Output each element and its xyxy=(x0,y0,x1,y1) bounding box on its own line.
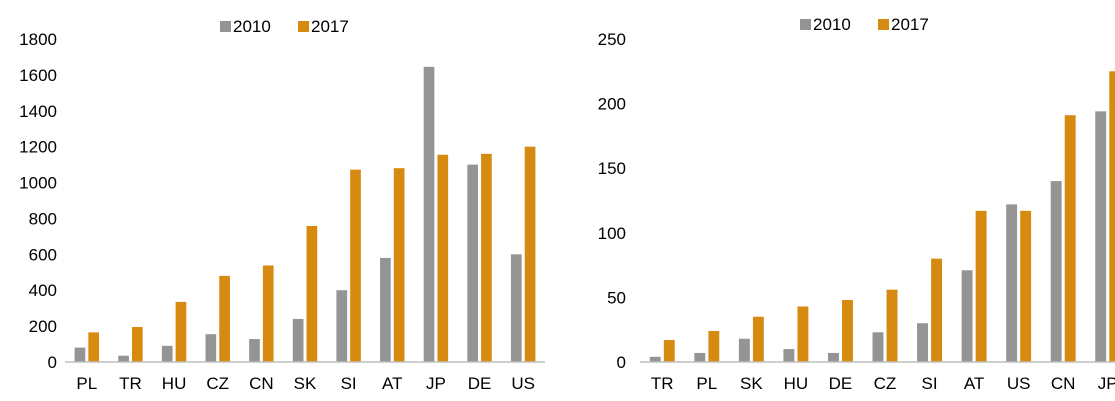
x-tick-label: CZ xyxy=(206,374,229,393)
x-tick-label: TR xyxy=(651,374,674,393)
x-tick-label: JP xyxy=(426,374,446,393)
bar-2017-JP xyxy=(437,154,449,362)
bar-2010-DE xyxy=(467,164,479,362)
x-tick-label: AT xyxy=(964,374,984,393)
bar-2017-SK xyxy=(752,316,764,362)
bar-2017-TR xyxy=(131,327,143,362)
legend-swatch-2017 xyxy=(298,21,309,32)
bar-2017-DE xyxy=(842,299,853,362)
y-tick-label: 1600 xyxy=(19,66,57,85)
legend-label-2010: 2010 xyxy=(813,15,851,34)
y-tick-label: 1000 xyxy=(19,174,57,193)
bar-2017-DE xyxy=(481,153,492,362)
y-tick-label: 50 xyxy=(607,288,626,307)
bar-2010-HU xyxy=(161,345,173,362)
y-tick-label: 250 xyxy=(598,30,626,49)
bar-2010-TR xyxy=(649,356,661,362)
chart-left: 0 200 400 600 800 1000 1200 1400 1600 1800 PL TR HU C… xyxy=(19,17,545,393)
bar-2010-AT xyxy=(380,257,391,362)
y-tick-label: 600 xyxy=(29,245,57,264)
bar-2017-TR xyxy=(663,340,675,362)
legend-swatch-2017 xyxy=(878,19,889,30)
x-tick-label: CN xyxy=(249,374,274,393)
x-tick-label: SI xyxy=(341,374,357,393)
y-tick-label: 1400 xyxy=(19,102,57,121)
x-tick-label: JP xyxy=(1098,374,1115,393)
chart-right: 0 50 100 150 200 250 TR PL SK HU DE CZ SI AT US CN JP 201… xyxy=(598,15,1115,393)
y-tick-label: 200 xyxy=(29,317,57,336)
x-tick-label: TR xyxy=(119,374,142,393)
bar-2010-JP xyxy=(1095,111,1107,363)
bar-2010-CN xyxy=(249,339,260,362)
bar-2017-SI xyxy=(931,258,943,362)
x-tick-label: SK xyxy=(740,374,763,393)
bar-2017-CZ xyxy=(886,289,898,362)
bar-2017-PL xyxy=(88,332,100,362)
bar-2010-SK xyxy=(292,318,304,362)
x-tick-label: AT xyxy=(382,374,402,393)
bar-2010-SI xyxy=(336,290,348,362)
x-tick-label: DE xyxy=(829,374,853,393)
bar-2017-JP xyxy=(1109,71,1115,363)
bar-2010-CZ xyxy=(872,332,884,362)
x-tick-label: SK xyxy=(294,374,317,393)
bar-2017-HU xyxy=(797,306,809,362)
bar-2017-CZ xyxy=(219,275,230,362)
x-tick-label: HU xyxy=(784,374,809,393)
x-tick-label: CN xyxy=(1051,374,1076,393)
y-tick-label: 400 xyxy=(29,281,57,300)
bar-2010-TR xyxy=(118,355,129,362)
legend-swatch-2010 xyxy=(220,21,231,32)
legend-label-2017: 2017 xyxy=(311,17,349,36)
bar-2017-SK xyxy=(306,225,318,362)
bar-2010-CZ xyxy=(205,334,217,362)
bar-2017-HU xyxy=(175,301,187,362)
bar-2017-SI xyxy=(350,169,361,362)
bar-2010-CN xyxy=(1050,181,1062,362)
legend-label-2017: 2017 xyxy=(891,15,929,34)
x-tick-label: PL xyxy=(696,374,717,393)
y-tick-label: 0 xyxy=(617,353,626,372)
x-tick-label: PL xyxy=(76,374,97,393)
y-tick-label: 200 xyxy=(598,95,626,114)
bar-2010-US xyxy=(510,254,522,362)
bar-2017-CN xyxy=(262,265,274,362)
bar-2017-PL xyxy=(708,330,720,362)
bar-2010-SI xyxy=(917,323,928,362)
x-tick-label: US xyxy=(1007,374,1031,393)
bar-2010-PL xyxy=(74,347,86,362)
y-tick-label: 0 xyxy=(48,353,57,372)
bar-2017-AT xyxy=(975,210,987,362)
bar-2010-US xyxy=(1006,204,1018,362)
bar-2017-AT xyxy=(393,168,405,362)
y-tick-label: 800 xyxy=(29,209,57,228)
bar-2010-HU xyxy=(783,349,795,362)
x-tick-label: SI xyxy=(922,374,938,393)
x-tick-label: HU xyxy=(162,374,187,393)
bar-2010-SK xyxy=(738,338,750,362)
legend-label-2010: 2010 xyxy=(233,17,271,36)
bar-2010-PL xyxy=(694,352,706,362)
bar-2017-US xyxy=(524,146,536,362)
y-tick-label: 1200 xyxy=(19,138,57,157)
x-tick-label: US xyxy=(511,374,535,393)
y-tick-label: 100 xyxy=(598,224,626,243)
y-tick-label: 1800 xyxy=(19,30,57,49)
x-tick-label: CZ xyxy=(874,374,897,393)
bar-2010-AT xyxy=(961,270,973,362)
bar-2010-JP xyxy=(423,66,435,362)
bar-2010-DE xyxy=(827,352,839,362)
legend-swatch-2010 xyxy=(800,19,811,30)
y-tick-label: 150 xyxy=(598,159,626,178)
x-tick-label: DE xyxy=(468,374,492,393)
bar-2017-CN xyxy=(1064,115,1076,362)
bar-2017-US xyxy=(1020,210,1032,362)
